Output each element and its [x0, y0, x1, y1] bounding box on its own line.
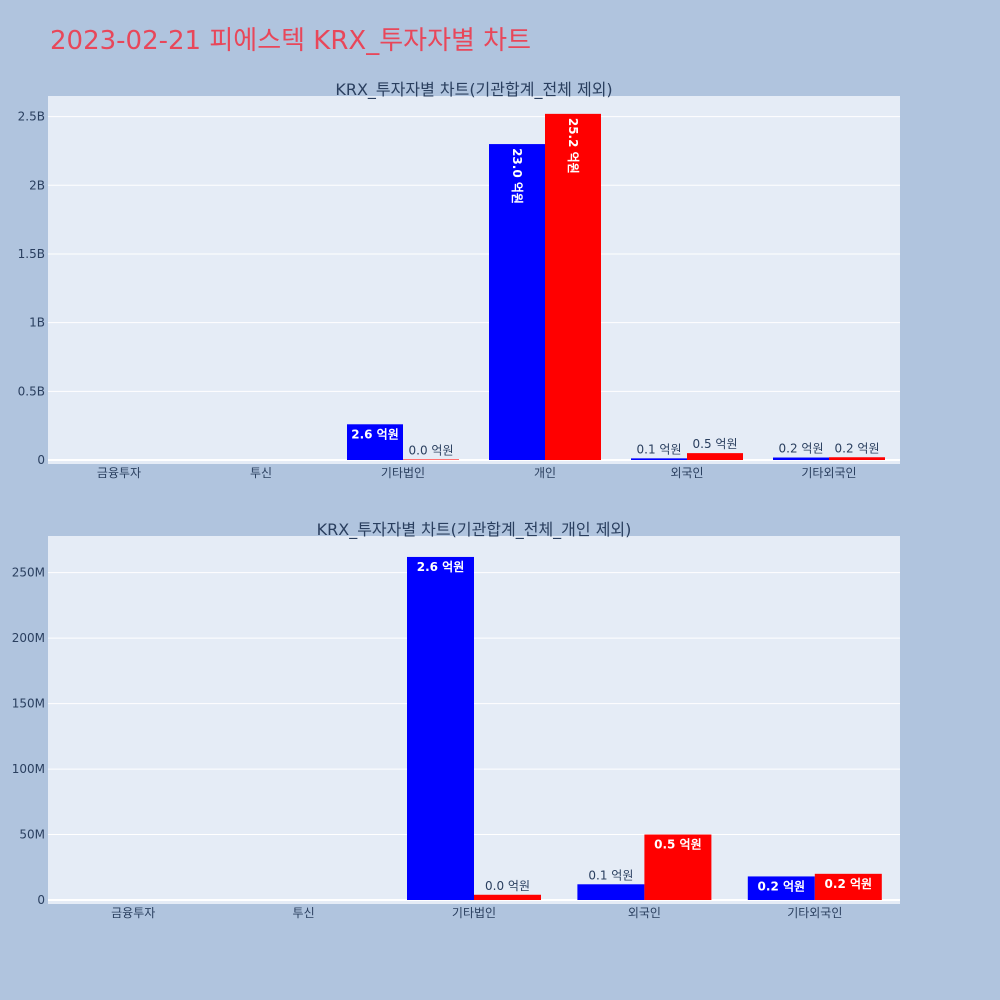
bar	[407, 556, 474, 900]
y-tick-label: 1B	[29, 316, 45, 330]
bar-labels: 2.6 억원 23.0 억원 0.1 억원 0.2 억원 0.0 억원 25.2 억원 0.…	[351, 118, 879, 458]
data-label: 0.1 억원	[588, 868, 633, 882]
chart-investor-excl-individual: 2.6 억원 0.1 억원 0.2 억원 0.0 억원 0.5 억원 0.2 억원 금융투…	[12, 520, 900, 920]
y-tick-label: 0	[37, 893, 45, 907]
data-label: 0.0 억원	[409, 443, 454, 457]
x-tick-label: 투신	[293, 906, 315, 920]
data-label: 25.2 억원	[566, 118, 580, 174]
x-tick-label: 개인	[534, 466, 556, 480]
bar	[347, 424, 403, 460]
bar	[489, 144, 545, 460]
data-label: 2.6 억원	[351, 427, 399, 441]
x-axis-ticks: 금융투자 투신 기타법인 개인 외국인 기타외국인	[97, 466, 857, 480]
x-tick-label: 외국인	[628, 906, 661, 920]
gridlines	[48, 116, 900, 461]
y-tick-label: 0	[37, 453, 45, 467]
bar	[773, 457, 829, 460]
bar	[814, 873, 882, 900]
y-tick-label: 250M	[12, 566, 45, 580]
data-label: 0.2 억원	[835, 441, 880, 455]
plot-area	[48, 96, 900, 464]
bar	[747, 876, 815, 900]
y-tick-label: 200M	[12, 631, 45, 645]
bar	[577, 884, 645, 900]
bar	[644, 834, 712, 900]
bar	[829, 457, 885, 460]
x-tick-label: 투신	[250, 466, 272, 480]
x-tick-label: 외국인	[670, 466, 703, 480]
data-label: 0.2 억원	[758, 879, 806, 893]
data-label: 2.6 억원	[417, 560, 465, 574]
x-tick-label: 기타외국인	[801, 466, 856, 480]
data-label: 0.0 억원	[485, 879, 530, 893]
chart-title: KRX_투자자별 차트(기관합계_전체 제외)	[335, 80, 612, 100]
bar	[545, 113, 601, 461]
page-title: 2023-02-21 피에스텍 KRX_투자자별 차트	[50, 26, 531, 56]
y-axis-ticks: 0 50M 100M 150M 200M 250M	[12, 566, 45, 907]
data-label: 0.5 억원	[654, 838, 702, 852]
data-label: 0.2 억원	[779, 442, 824, 456]
y-tick-label: 100M	[12, 762, 45, 776]
bar	[631, 458, 687, 460]
bars	[407, 556, 882, 900]
bars	[347, 113, 885, 461]
y-axis-ticks: 0 0.5B 1B 1.5B 2B 2.5B	[18, 110, 45, 467]
y-tick-label: 1.5B	[18, 247, 45, 261]
x-tick-label: 기타외국인	[787, 906, 842, 920]
y-tick-label: 2.5B	[18, 110, 45, 124]
bar	[687, 453, 743, 460]
data-label: 0.2 억원	[825, 877, 873, 891]
y-tick-label: 50M	[19, 828, 45, 842]
y-tick-label: 0.5B	[18, 384, 45, 398]
bar-labels: 2.6 억원 0.1 억원 0.2 억원 0.0 억원 0.5 억원 0.2 억원	[417, 560, 872, 893]
data-label: 0.1 억원	[637, 442, 682, 456]
chart-title: KRX_투자자별 차트(기관합계_전체_개인 제외)	[317, 520, 632, 540]
chart-investor-all: 2.6 억원 23.0 억원 0.1 억원 0.2 억원 0.0 억원 25.2 억원 0.…	[18, 80, 900, 480]
y-tick-label: 150M	[12, 697, 45, 711]
bar	[403, 459, 459, 460]
x-tick-label: 기타법인	[452, 906, 496, 920]
x-axis-ticks: 금융투자 투신 기타법인 외국인 기타외국인	[111, 906, 842, 920]
bar	[474, 894, 541, 900]
y-tick-label: 2B	[29, 178, 45, 192]
x-tick-label: 금융투자	[97, 466, 141, 480]
data-label: 0.5 억원	[693, 437, 738, 451]
data-label: 23.0 억원	[510, 148, 524, 204]
x-tick-label: 금융투자	[111, 906, 155, 920]
x-tick-label: 기타법인	[381, 466, 425, 480]
